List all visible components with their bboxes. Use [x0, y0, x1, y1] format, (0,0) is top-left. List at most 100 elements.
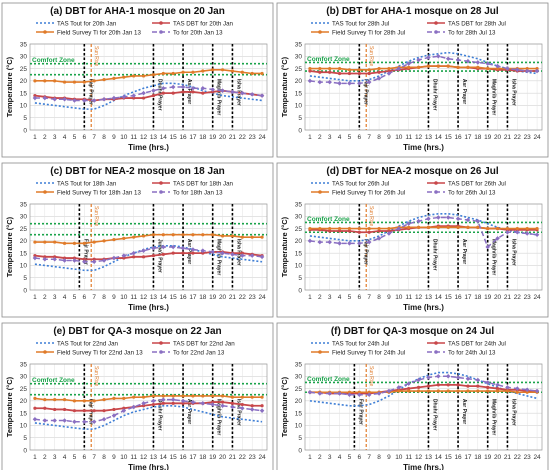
x-tick-label: 8	[377, 294, 381, 301]
x-tick-label: 13	[425, 454, 433, 461]
x-tick-label: 10	[395, 134, 403, 141]
x-tick-label: 13	[425, 294, 433, 301]
data-point-tas	[141, 96, 146, 100]
y-tick-label: 15	[20, 250, 28, 257]
data-point-to	[210, 402, 215, 407]
data-point-tas	[112, 407, 116, 412]
x-tick-label: 20	[219, 134, 227, 141]
x-tick-label: 18	[474, 134, 482, 141]
data-point-field	[505, 389, 510, 393]
x-tick-label: 4	[63, 454, 67, 461]
x-tick-label: 3	[328, 454, 332, 461]
chart-title: (d) DBT for NEA-2 mosque on 26 Jul	[326, 166, 498, 177]
data-point-field	[33, 396, 37, 400]
y-tick-label: 5	[23, 275, 27, 282]
data-point-to	[327, 239, 332, 245]
legend-marker	[159, 30, 163, 34]
x-tick-label: 24	[533, 454, 541, 461]
y-tick-label: 5	[298, 115, 302, 122]
x-tick-label: 8	[102, 454, 106, 461]
data-point-field	[72, 241, 77, 245]
prayer-label: Isha Prayer	[510, 399, 516, 426]
x-tick-label: 7	[92, 454, 96, 461]
x-tick-label: 1	[308, 454, 312, 461]
data-point-field	[328, 66, 332, 71]
sunrise-label: Sun Rise	[368, 366, 374, 387]
data-point-field	[318, 226, 322, 231]
x-tick-label: 22	[239, 294, 247, 301]
legend-label: To for 18th Jan 13	[173, 190, 223, 197]
data-point-field	[102, 398, 106, 402]
data-point-to	[62, 97, 67, 102]
data-point-field	[151, 233, 156, 237]
data-point-to	[131, 404, 136, 410]
x-tick-label: 11	[130, 454, 137, 461]
x-tick-label: 13	[150, 294, 158, 301]
x-tick-label: 23	[249, 454, 257, 461]
x-tick-label: 24	[258, 454, 266, 461]
data-point-field	[515, 390, 519, 394]
x-tick-label: 6	[83, 134, 87, 141]
data-point-field	[72, 80, 77, 84]
data-point-to	[515, 386, 520, 391]
x-tick-label: 9	[112, 294, 116, 301]
data-point-to	[317, 239, 323, 245]
legend-marker	[159, 181, 163, 185]
data-point-to	[396, 226, 402, 231]
data-point-field	[456, 225, 460, 229]
data-point-field	[92, 399, 96, 403]
legend-marker	[43, 350, 47, 354]
data-point-field	[426, 389, 431, 393]
data-point-tas	[62, 407, 67, 412]
data-point-to	[505, 229, 510, 235]
y-axis-label: Temperature (°C)	[280, 376, 289, 437]
sunrise-label: Sun Rise	[368, 206, 374, 227]
prayer-label: Maghrib Prayer	[491, 399, 497, 435]
x-tick-label: 11	[130, 294, 137, 301]
x-tick-label: 5	[73, 134, 77, 141]
legend-marker	[434, 341, 438, 345]
x-tick-label: 8	[377, 134, 381, 141]
y-tick-label: 30	[295, 214, 303, 221]
comfort-zone-label: Comfort Zone	[307, 56, 350, 63]
panel-border	[1, 2, 274, 158]
data-point-field	[220, 394, 225, 398]
data-point-to	[240, 253, 245, 258]
data-point-to	[190, 399, 196, 405]
data-point-field	[337, 66, 342, 71]
x-tick-label: 15	[170, 134, 178, 141]
x-tick-label: 23	[249, 134, 257, 141]
series-line-tout	[34, 82, 263, 110]
x-tick-label: 17	[464, 294, 472, 301]
data-point-field	[308, 226, 312, 231]
data-point-field	[357, 226, 361, 231]
data-point-field	[456, 65, 460, 69]
data-point-field	[476, 65, 480, 69]
data-point-to	[436, 215, 441, 220]
data-point-to	[357, 392, 362, 397]
legend-label: Field Survey Ti for 24th Jul	[332, 350, 405, 357]
series-line-field	[34, 69, 263, 83]
data-point-field	[525, 390, 529, 394]
data-point-field	[318, 66, 322, 71]
y-tick-label: 30	[20, 214, 28, 221]
data-point-field	[347, 226, 352, 231]
x-tick-label: 3	[328, 294, 332, 301]
data-point-field	[466, 225, 470, 229]
data-point-field	[416, 65, 421, 69]
chart-title: (f) DBT for QA-3 mosque on 24 Jul	[331, 326, 495, 337]
prayer-label: Fajr Prayer	[82, 239, 88, 265]
data-point-tas	[43, 255, 47, 259]
x-tick-label: 8	[377, 454, 381, 461]
data-point-to	[386, 388, 392, 394]
legend-label: TAS Tout for 20th Jan	[57, 21, 117, 28]
data-point-field	[260, 71, 264, 76]
y-tick-label: 10	[20, 263, 28, 270]
x-tick-label: 22	[514, 134, 522, 141]
data-point-field	[62, 241, 67, 245]
legend-marker	[318, 190, 322, 194]
x-tick-label: 4	[338, 454, 342, 461]
data-point-field	[53, 398, 57, 402]
chart-panel: (d) DBT for NEA-2 mosque on 26 Jul TAS To…	[276, 162, 549, 318]
data-point-field	[132, 74, 136, 78]
